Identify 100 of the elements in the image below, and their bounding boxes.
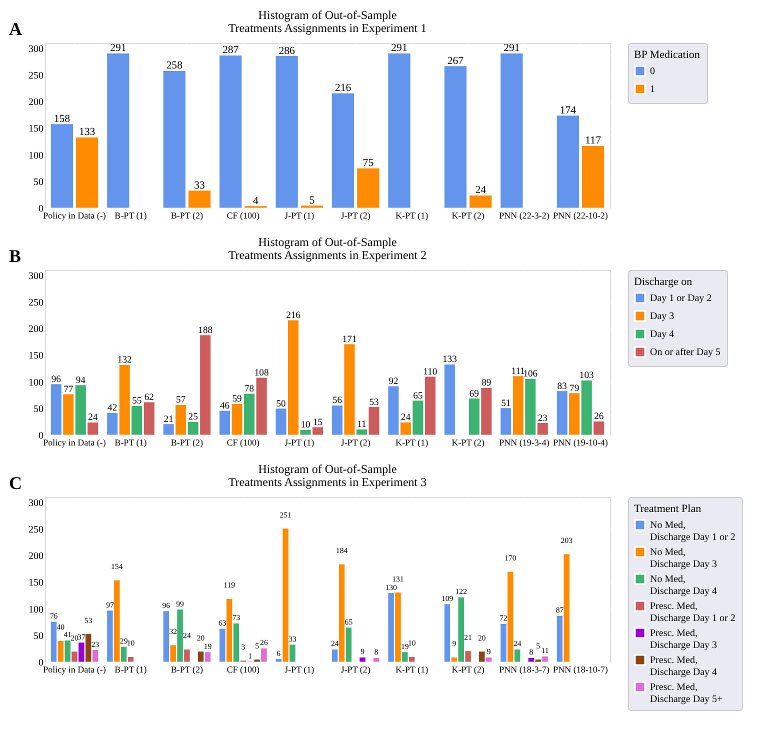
data-label: 25 [188,412,198,423]
y-tick-label: 250 [28,70,44,82]
chart-subtitle: Treatments Assignments in Experiment 3 [228,475,427,489]
y-tick-label: 200 [28,324,44,336]
data-label: 174 [560,104,577,116]
data-label: 96 [51,374,62,385]
x-tick-label: J-PT (2) [340,210,370,220]
data-label: 4 [253,194,260,207]
x-tick-label: J-PT (1) [284,438,314,448]
y-tick-label: 100 [28,604,44,616]
x-tick-label: PNN (18-10-7) [553,664,608,674]
x-tick-label: K-PT (1) [396,438,428,448]
x-tick-label: J-PT (1) [284,210,314,220]
legend-label: Day 1 or Day 2 [650,293,712,304]
y-tick-label: 0 [38,658,44,668]
data-label: 24 [475,184,487,196]
data-label: 26 [594,411,604,422]
legend-title: BP Medication [634,49,700,61]
y-tick-label: 150 [28,124,44,135]
data-label: 33 [194,179,205,192]
data-label: 83 [557,380,568,392]
legend-label: Day 4 [650,329,674,340]
data-label: 291 [391,42,408,54]
data-label: 51 [501,398,511,409]
data-label: 5 [309,194,315,206]
data-label: 79 [570,382,580,394]
chart-subtitle: Treatments Assignments in Experiment 2 [228,248,427,262]
data-label: 69 [469,388,480,400]
data-label: 103 [579,370,594,382]
legend-label: Presc. Med, Discharge Day 1 or 2 [650,601,736,624]
legend-label: 1 [650,84,655,95]
data-label: 108 [254,368,269,379]
legend-label: Presc. Med, Discharge Day 4 [650,655,718,678]
data-label: 50 [276,398,286,410]
data-label: 59 [232,394,242,405]
data-label: 78 [244,383,254,394]
x-tick-label: J-PT (2) [340,664,370,674]
legend-label: No Med, Discharge Day 3 [650,547,718,570]
data-label: 117 [585,134,602,147]
data-label: 21 [164,414,174,425]
legend-label: No Med, Discharge Day 1 or 2 [650,520,736,543]
data-label: 24 [400,412,411,424]
x-tick-label: B-PT (2) [170,210,203,220]
x-tick-label: K-PT (2) [452,438,484,448]
y-tick-label: 300 [28,498,44,509]
y-tick-label: 200 [28,97,44,108]
data-label: 77 [64,384,74,396]
y-tick-label: 150 [28,578,44,589]
data-label: 158 [54,112,70,125]
data-label: 23 [538,412,548,424]
data-label: 132 [117,354,132,366]
y-tick-label: 0 [38,204,44,214]
data-label: 188 [198,324,213,336]
data-label: 291 [110,42,126,54]
x-tick-label: K-PT (1) [396,664,428,674]
data-label: 15 [312,417,323,428]
data-label: 56 [332,395,342,406]
x-tick-label: PNN (22-3-2) [499,210,550,220]
x-tick-label: CF (100) [226,438,260,448]
text: A [9,19,22,39]
x-tick-label: B-PT (1) [114,438,147,448]
x-tick-label: B-PT (1) [114,664,147,674]
data-label: 267 [447,54,464,67]
x-tick-label: Policy in Data (-) [43,664,106,674]
y-tick-label: 200 [28,551,44,562]
x-tick-label: CF (100) [226,664,260,674]
data-label: 46 [220,400,230,412]
data-label: 10 [300,420,311,431]
data-label: 42 [108,402,118,414]
chart-title: Histogram of Out-of-Sample [258,462,397,476]
x-tick-label: J-PT (1) [284,664,314,674]
data-label: 110 [423,366,438,378]
legend-label: 0 [650,66,655,77]
x-tick-label: K-PT (2) [452,664,484,674]
data-label: 89 [482,378,492,389]
data-label: 287 [222,44,240,56]
chart-title: Histogram of Out-of-Sample [258,8,397,22]
data-label: 258 [166,60,182,72]
x-tick-label: Policy in Data (-) [43,438,106,448]
data-label: 62 [144,392,154,403]
x-tick-label: Policy in Data (-) [43,210,106,220]
chart-title: Histogram of Out-of-Sample [258,235,397,249]
x-tick-label: B-PT (2) [170,664,203,674]
x-tick-label: B-PT (1) [114,210,147,220]
x-tick-label: PNN (22-10-2) [553,210,608,220]
x-tick-label: CF (100) [226,210,260,220]
legend-label: Presc. Med, Discharge Day 3 [650,628,718,651]
data-label: 24 [88,412,98,424]
x-tick-label: PNN (18-3-7) [499,664,550,674]
y-tick-label: 300 [28,44,44,55]
y-tick-label: 50 [34,176,44,188]
data-label: 75 [362,157,374,170]
data-label: 171 [342,334,357,345]
legend-label: No Med, Discharge Day 4 [650,574,718,597]
data-label: 133 [442,354,458,366]
data-label: 65 [413,390,423,402]
x-tick-label: K-PT (1) [396,210,428,220]
y-tick-label: 0 [38,430,44,442]
y-tick-label: 150 [28,350,44,362]
legend-label: Day 3 [650,311,674,322]
